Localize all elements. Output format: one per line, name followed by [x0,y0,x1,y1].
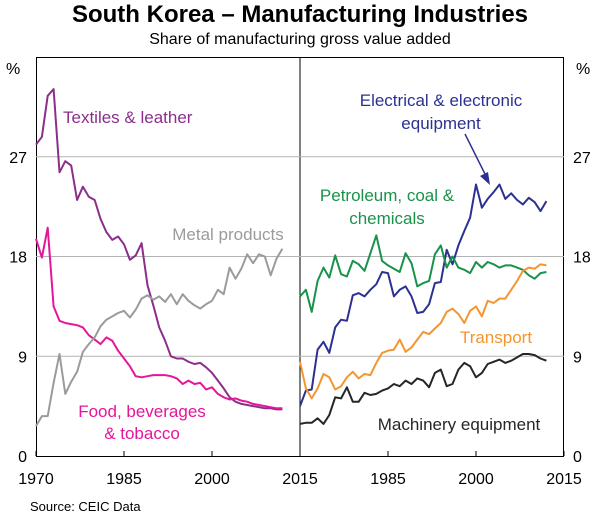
series-label-transport: Transport [460,328,532,347]
x-tick-label: 1985 [106,471,142,488]
series-label-textiles-leather: Textiles & leather [63,108,193,127]
series-line-petroleum-coal-chemicals [299,234,547,313]
series-line-electrical-electronic-equipment [299,183,548,407]
x-tick-label: 1970 [18,471,54,488]
series-label-petroleum-coal-chemicals: chemicals [349,209,425,228]
chart-title: South Korea – Manufacturing Industries [71,1,529,28]
y-tick-label-right: 9 [573,349,582,366]
chart-subtitle: Share of manufacturing gross value added [149,31,451,48]
series-label-food-beverages-tobacco: Food, beverages [78,402,206,421]
series-label-metal-products: Metal products [172,225,284,244]
series-line-transport [299,263,547,400]
series-label-petroleum-coal-chemicals: Petroleum, coal & [320,186,455,205]
y-tick-label-left: 18 [9,250,27,267]
x-tick-label: 2015 [282,471,318,488]
y-tick-label-right: 27 [573,150,591,167]
y-tick-label-left: 9 [18,349,27,366]
series-label-electrical-electronic-equipment: equipment [401,114,481,133]
y-axis-label-left: % [6,61,20,78]
x-tick-label: 2000 [194,471,230,488]
y-axis-label-right: % [576,61,590,78]
y-tick-label-right: 0 [573,449,582,466]
source-note: Source: CEIC Data [30,499,141,514]
series-label-machinery-equipment: Machinery equipment [378,415,541,434]
y-tick-label-right: 18 [573,250,591,267]
series-label-food-beverages-tobacco: & tobacco [104,424,180,443]
annotation-arrow-head [480,172,490,185]
x-tick-label: 2000 [458,471,494,488]
x-tick-label: 2015 [546,471,582,488]
x-tick-label: 1985 [370,471,406,488]
y-tick-label-left: 27 [9,150,27,167]
series-line-textiles-leather [35,88,283,411]
series-line-food-beverages-tobacco [35,226,283,410]
series-label-electrical-electronic-equipment: Electrical & electronic [360,91,523,110]
y-tick-label-left: 0 [18,449,27,466]
series-line-machinery-equipment [299,353,547,425]
annotation-arrow-shaft [464,133,488,179]
series-line-metal-products [35,248,284,427]
